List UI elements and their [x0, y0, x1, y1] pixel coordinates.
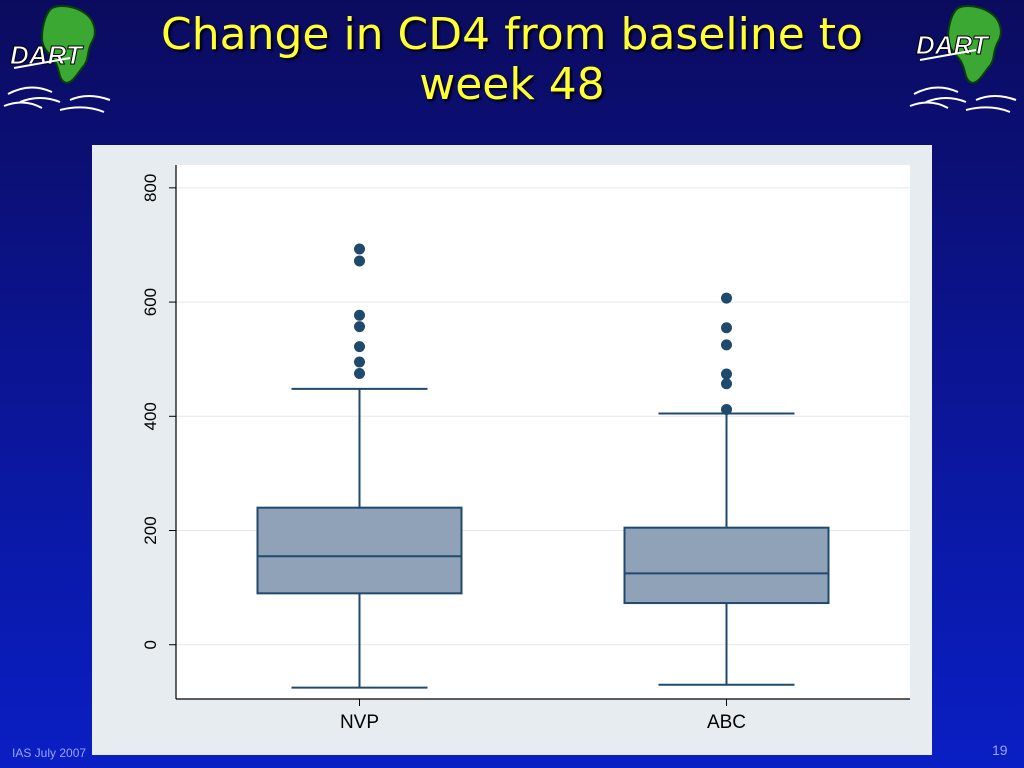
abc-outlier-1 [721, 378, 732, 390]
nvp-outlier-6 [354, 243, 365, 255]
y-tick-label-1: 200 [141, 516, 160, 544]
chart-panel: 0 200 400 600 800 NVP ABC [92, 145, 932, 755]
dart-logo-left: DART [3, 5, 111, 113]
box-plot-chart: 0 200 400 600 800 NVP ABC [141, 165, 910, 733]
abc-outlier-3 [721, 339, 732, 351]
abc-outlier-5 [721, 292, 732, 304]
svg-text:DART: DART [10, 40, 84, 70]
abc-outlier-2 [721, 368, 732, 380]
y-tick-label-3: 600 [141, 288, 160, 316]
dart-logo-right: DART [909, 5, 1017, 113]
nvp-outlier-2 [354, 341, 365, 353]
abc-box [623, 526, 830, 605]
x-label-abc: ABC [707, 712, 746, 733]
nvp-outlier-5 [354, 255, 365, 267]
nvp-outlier-0 [354, 367, 365, 379]
svg-text:DART: DART [916, 30, 990, 60]
abc-outlier-0 [721, 403, 732, 415]
nvp-outlier-3 [354, 321, 365, 333]
plot-area [176, 165, 910, 699]
y-tick-label-2: 400 [141, 402, 160, 430]
abc-outlier-4 [721, 322, 732, 334]
y-tick-label-0: 0 [141, 640, 160, 649]
slide-title: Change in CD4 from baseline to week 48 [161, 9, 863, 110]
y-tick-label-4: 800 [141, 174, 160, 202]
nvp-box [256, 506, 463, 595]
nvp-outlier-1 [354, 356, 365, 368]
x-label-nvp: NVP [340, 712, 379, 733]
footer-conference: IAS July 2007 [12, 746, 87, 760]
slide-number: 19 [992, 742, 1008, 758]
nvp-outlier-4 [354, 309, 365, 321]
